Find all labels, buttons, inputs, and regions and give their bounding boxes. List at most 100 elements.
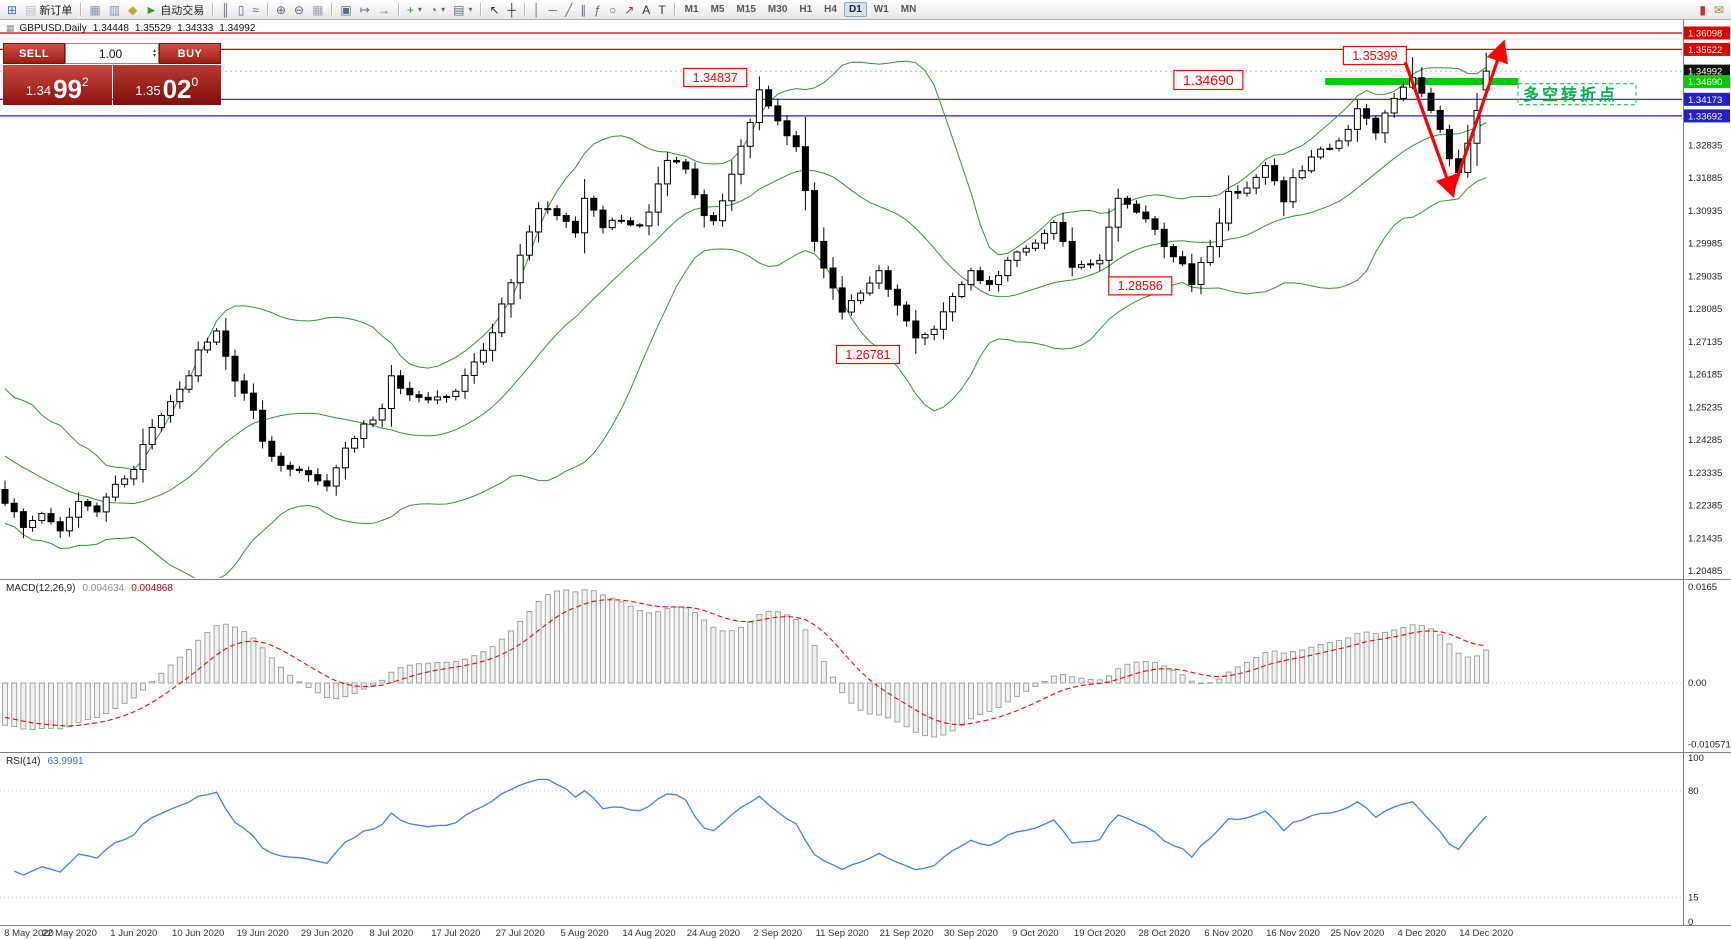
- profiles-icon[interactable]: ▦: [85, 1, 104, 18]
- rsi-axis-tick: 15: [1688, 892, 1699, 903]
- channel-icon[interactable]: ∥: [576, 1, 590, 18]
- sell-price-small: 1.34: [25, 83, 52, 98]
- dropdown-caret-icon[interactable]: ▾: [468, 5, 473, 14]
- templates-icon[interactable]: ▤ ▾: [449, 1, 476, 18]
- candle: [415, 391, 423, 403]
- time-tick: 4 Dec 2020: [1398, 928, 1447, 939]
- bar-chart-icon[interactable]: ║: [217, 1, 234, 18]
- candle: [360, 420, 368, 448]
- fibonacci-icon[interactable]: ƒ: [590, 1, 605, 18]
- dropdown-caret-icon[interactable]: ▾: [441, 5, 446, 14]
- price-label-1.35399[interactable]: 1.35399: [1342, 45, 1407, 66]
- time-tick: 17 Jul 2020: [431, 928, 480, 939]
- timeframe-button-m1[interactable]: M1: [684, 4, 699, 15]
- timeframe-button-h1[interactable]: H1: [799, 4, 813, 15]
- auto-scroll-icon[interactable]: ↦: [356, 1, 374, 18]
- time-tick: 10 Jun 2020: [172, 928, 224, 939]
- candle: [10, 498, 18, 518]
- market-watch-icon[interactable]: ▥: [105, 1, 124, 18]
- alerts-icon[interactable]: ◆: [124, 1, 141, 18]
- periods-icon[interactable]: ◔ ▾: [426, 1, 449, 18]
- shapes-icon[interactable]: ○: [605, 1, 620, 18]
- zoom-in-icon[interactable]: ⊕: [272, 1, 290, 18]
- macd-axis-tick: -0.010571: [1688, 739, 1731, 750]
- buy-price-button[interactable]: 1.35 02 0: [112, 65, 221, 105]
- candle: [1261, 161, 1269, 185]
- candle: [1169, 243, 1177, 263]
- buy-button[interactable]: BUY: [159, 43, 221, 64]
- candle: [700, 189, 708, 228]
- timeframe-button-w1[interactable]: W1: [873, 4, 889, 15]
- candle: [461, 368, 469, 399]
- tile-windows-icon: ▣: [340, 2, 352, 17]
- time-tick: 19 Jun 2020: [236, 928, 288, 939]
- bollinger-middle-band: [4, 122, 1487, 505]
- macd-histogram: [2, 589, 1490, 738]
- candle: [1031, 239, 1039, 252]
- trendline-icon[interactable]: ╱: [561, 1, 576, 18]
- grid-icon: ▦: [312, 2, 324, 17]
- candle: [1123, 195, 1131, 209]
- candlestick-chart-icon[interactable]: ▯: [234, 1, 249, 18]
- timeframe-button-m30[interactable]: M30: [767, 4, 788, 15]
- price-label-1.34837[interactable]: 1.34837: [683, 67, 748, 88]
- candle: [341, 441, 349, 480]
- volume-stepper[interactable]: ▴ ▾: [152, 47, 156, 59]
- chart-shift-icon[interactable]: →: [374, 1, 394, 18]
- down-arrow[interactable]: [1403, 61, 1458, 199]
- ohlc-high: 1.35529: [134, 23, 172, 34]
- horizontal-line-icon: ─: [548, 2, 558, 17]
- vertical-line-icon[interactable]: │: [529, 1, 545, 18]
- indicators-icon[interactable]: + ▾: [403, 1, 426, 18]
- volume-increase-icon[interactable]: ▴: [152, 47, 156, 54]
- svg-text:1.34992: 1.34992: [1688, 67, 1722, 78]
- tile-windows-icon[interactable]: ▣: [336, 1, 355, 18]
- volume-value[interactable]: 1.00: [98, 46, 123, 61]
- horizontal-line-icon[interactable]: ─: [545, 1, 562, 18]
- price-alert-icon[interactable]: ▮: [1695, 1, 1710, 18]
- timeframe-button-m5[interactable]: M5: [710, 4, 725, 15]
- candle: [84, 498, 92, 511]
- candle: [213, 328, 221, 345]
- timeframe-button-mn[interactable]: MN: [900, 4, 917, 15]
- candle: [875, 265, 883, 290]
- candle: [1289, 168, 1297, 209]
- candle: [1363, 103, 1371, 126]
- line-chart-icon[interactable]: ≈: [248, 1, 263, 18]
- arrow-tool-icon[interactable]: ↗: [620, 1, 638, 18]
- zoom-out-icon[interactable]: ⊖: [290, 1, 308, 18]
- price-label-1.34690[interactable]: 1.34690: [1173, 69, 1244, 91]
- price-label-1.26781[interactable]: 1.26781: [835, 344, 901, 365]
- news-icon[interactable]: ✉: [1710, 1, 1728, 18]
- volume-field[interactable]: 1.00 ▴ ▾: [65, 43, 159, 64]
- candle: [930, 325, 938, 341]
- sell-price-sup: 2: [82, 75, 89, 89]
- candle: [608, 217, 616, 231]
- candle: [1344, 124, 1352, 147]
- candle: [1160, 222, 1168, 259]
- cursor-icon[interactable]: ↖: [485, 1, 503, 18]
- price-label-1.28586[interactable]: 1.28586: [1108, 276, 1173, 296]
- candle: [949, 292, 957, 322]
- sell-price-button[interactable]: 1.34 99 2: [3, 65, 112, 105]
- volume-decrease-icon[interactable]: ▾: [152, 52, 156, 59]
- timeframe-button-d1[interactable]: D1: [843, 2, 867, 17]
- text-label-icon[interactable]: T: [654, 1, 669, 18]
- sell-button[interactable]: SELL: [3, 43, 65, 64]
- timeframe-button-h4[interactable]: H4: [824, 4, 837, 15]
- candle: [939, 302, 947, 340]
- new-order-button[interactable]: ▤ 新订单: [21, 1, 76, 18]
- candlestick-chart-icon: ▯: [237, 2, 245, 17]
- candle: [479, 342, 487, 365]
- text-icon[interactable]: A: [638, 1, 654, 18]
- timeframe-button-m15[interactable]: M15: [736, 4, 756, 15]
- dropdown-caret-icon[interactable]: ▾: [417, 5, 422, 14]
- new-chart-icon[interactable]: ⊞: [3, 1, 21, 18]
- autotrading-button[interactable]: ► 自动交易: [141, 1, 208, 18]
- up-arrow[interactable]: [1450, 39, 1508, 194]
- bull-bear-pivot-label[interactable]: 多空转折点: [1517, 83, 1637, 106]
- grid-icon[interactable]: ▦: [308, 1, 327, 18]
- candle: [562, 212, 570, 228]
- crosshair-icon[interactable]: ┼: [504, 1, 521, 18]
